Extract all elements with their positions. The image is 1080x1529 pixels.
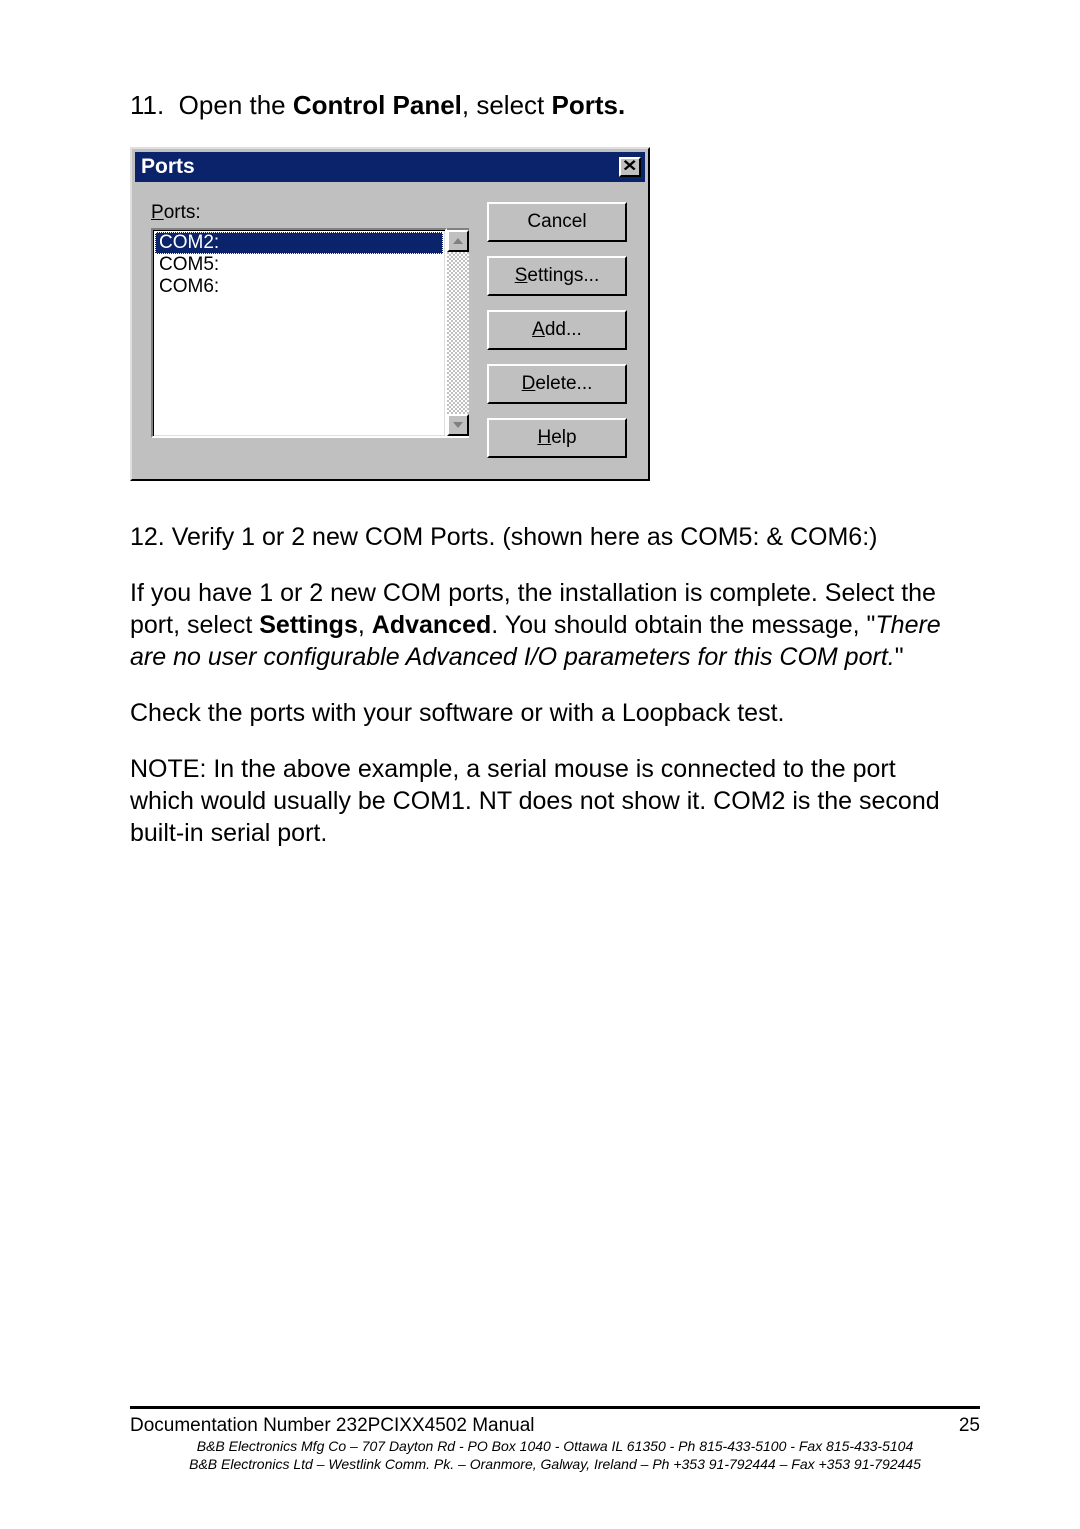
settings-rest: ettings...: [527, 265, 599, 287]
add-button[interactable]: Add...: [487, 310, 627, 350]
arrow-up-icon: [453, 238, 463, 244]
dialog-title: Ports: [141, 155, 195, 179]
delete-rest: elete...: [535, 373, 592, 395]
help-accel: H: [537, 427, 551, 449]
ports-dialog: Ports ✕ Ports: COM2: COM5: COM6:: [130, 147, 650, 481]
step-12: 12. Verify 1 or 2 new COM Ports. (shown …: [130, 521, 960, 553]
scroll-up-button[interactable]: [447, 230, 469, 252]
footer-rule: [130, 1406, 980, 1409]
footer-address-2: B&B Electronics Ltd – Westlink Comm. Pk.…: [130, 1455, 980, 1473]
dialog-body: Ports: COM2: COM5: COM6: Cancel S: [135, 182, 645, 476]
para1-t2: ,: [358, 611, 372, 639]
paragraph-1: If you have 1 or 2 new COM ports, the in…: [130, 577, 960, 673]
step-11-text-2: , select: [462, 90, 552, 120]
add-accel: A: [532, 319, 545, 341]
paragraph-2: Check the ports with your software or wi…: [130, 697, 960, 729]
footer-line-1: Documentation Number 232PCIXX4502 Manual…: [130, 1415, 980, 1437]
settings-button[interactable]: Settings...: [487, 256, 627, 296]
para1-b2: Advanced: [372, 611, 491, 639]
arrow-down-icon: [453, 422, 463, 428]
close-button[interactable]: ✕: [619, 157, 641, 177]
help-button[interactable]: Help: [487, 418, 627, 458]
ports-label: Ports:: [151, 202, 469, 224]
dialog-titlebar[interactable]: Ports ✕: [135, 152, 645, 182]
footer-doc-number: Documentation Number 232PCIXX4502 Manual: [130, 1415, 535, 1437]
ports-listbox-wrap: COM2: COM5: COM6:: [151, 228, 469, 438]
ports-listbox[interactable]: COM2: COM5: COM6:: [151, 228, 447, 438]
para1-t4: ": [895, 643, 904, 671]
step-11: 11. Open the Control Panel, select Ports…: [130, 90, 960, 121]
cancel-button-label: Cancel: [527, 211, 586, 233]
settings-accel: S: [515, 265, 528, 287]
list-item[interactable]: COM2:: [155, 232, 443, 254]
step-11-text-1: Open the: [179, 90, 293, 120]
add-rest: dd...: [545, 319, 582, 341]
scroll-down-button[interactable]: [447, 414, 469, 436]
dialog-left-column: Ports: COM2: COM5: COM6:: [151, 202, 469, 458]
list-item[interactable]: COM6:: [155, 276, 443, 298]
page-footer: Documentation Number 232PCIXX4502 Manual…: [130, 1406, 980, 1473]
manual-page: 11. Open the Control Panel, select Ports…: [0, 0, 1080, 1529]
paragraph-3: NOTE: In the above example, a serial mou…: [130, 753, 960, 849]
scrollbar[interactable]: [447, 228, 469, 438]
footer-address-1: B&B Electronics Mfg Co – 707 Dayton Rd -…: [130, 1437, 980, 1455]
close-icon: ✕: [622, 159, 637, 175]
step-11-bold-1: Control Panel: [293, 90, 462, 120]
dialog-right-column: Cancel Settings... Add... Delete... Help: [487, 202, 627, 458]
step-11-bold-2: Ports.: [551, 90, 625, 120]
para1-t3: . You should obtain the message, ": [491, 611, 875, 639]
delete-accel: D: [522, 373, 536, 395]
footer-page-number: 25: [959, 1415, 980, 1437]
scroll-track[interactable]: [447, 252, 469, 414]
cancel-button[interactable]: Cancel: [487, 202, 627, 242]
step-11-number: 11.: [130, 90, 164, 120]
list-item[interactable]: COM5:: [155, 254, 443, 276]
help-rest: elp: [551, 427, 576, 449]
para1-b1: Settings: [259, 611, 358, 639]
delete-button[interactable]: Delete...: [487, 364, 627, 404]
